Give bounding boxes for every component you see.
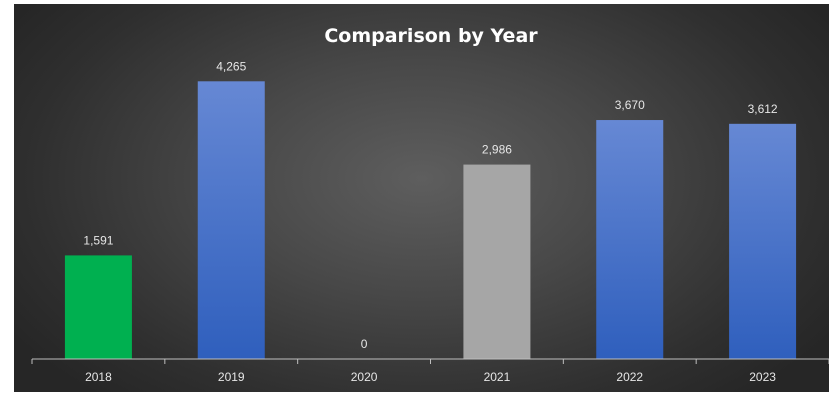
data-label-2021: 2,986 bbox=[482, 143, 512, 157]
bar-2023 bbox=[729, 123, 797, 359]
chart-title: Comparison by Year bbox=[324, 25, 538, 47]
x-tick-label-2023: 2023 bbox=[749, 370, 776, 384]
bar-chart: Comparison by Year 1,591 4,265 0 2,986 3,670… bbox=[31, 25, 829, 384]
x-tick-label-2018: 2018 bbox=[85, 370, 112, 384]
x-tick-label-2020: 2020 bbox=[351, 370, 378, 384]
bar-2022 bbox=[596, 120, 664, 359]
x-tick-label-2021: 2021 bbox=[484, 370, 511, 384]
x-axis-ticks bbox=[31, 359, 829, 364]
x-tick-label-2019: 2019 bbox=[218, 370, 245, 384]
x-axis-tick-labels: 2018 2019 2020 2021 2022 2023 bbox=[85, 370, 776, 384]
data-label-2023: 3,612 bbox=[748, 102, 778, 116]
chart-area: Comparison by Year 1,591 4,265 0 2,986 3,670… bbox=[14, 4, 829, 392]
bar-2019 bbox=[197, 81, 265, 359]
data-label-2019: 4,265 bbox=[216, 59, 246, 73]
data-label-2020: 0 bbox=[361, 337, 368, 351]
bars bbox=[64, 81, 797, 359]
data-labels: 1,591 4,265 0 2,986 3,670 3,612 bbox=[83, 59, 778, 351]
bar-2021 bbox=[463, 164, 531, 359]
bar-2018 bbox=[64, 255, 132, 359]
data-label-2018: 1,591 bbox=[83, 233, 113, 247]
x-tick-label-2022: 2022 bbox=[616, 370, 643, 384]
data-label-2022: 3,670 bbox=[615, 98, 645, 112]
